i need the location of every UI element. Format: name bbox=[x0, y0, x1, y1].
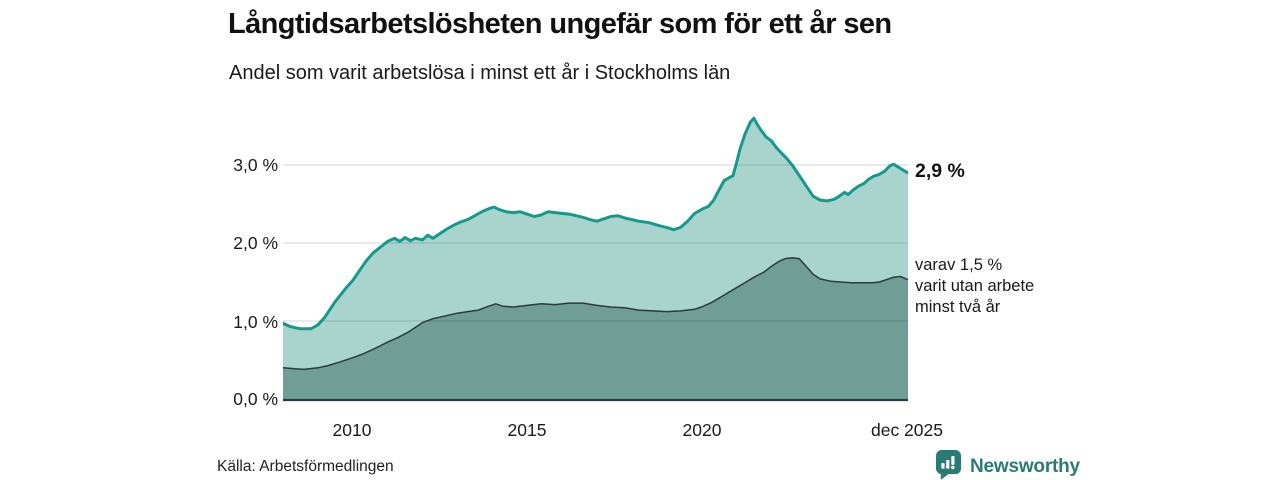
newsworthy-bar-chart-bubble-icon bbox=[935, 449, 962, 480]
newsworthy-wordmark: Newsworthy bbox=[970, 456, 1080, 477]
x-tick-2020: 2020 bbox=[682, 420, 722, 440]
two-year-label-line-1: varav 1,5 % bbox=[915, 256, 1003, 274]
newsworthy-logo[interactable]: Newsworthy bbox=[935, 449, 1080, 480]
y-tick-1: 1,0 % bbox=[233, 312, 278, 332]
source-caption: Källa: Arbetsförmedlingen bbox=[217, 458, 394, 475]
area-chart-canvas bbox=[283, 116, 908, 402]
x-tick-dec-2025: dec 2025 bbox=[870, 420, 943, 440]
chart-title: Långtidsarbetslösheten ungefär som för e… bbox=[228, 8, 892, 40]
plot-area bbox=[283, 115, 908, 405]
two-year-label-line-3: minst två år bbox=[915, 298, 1001, 316]
y-tick-3: 3,0 % bbox=[233, 155, 278, 175]
y-tick-2: 2,0 % bbox=[233, 233, 278, 253]
two-year-series-label: varav 1,5 % varit utan arbete minst två … bbox=[915, 255, 1034, 318]
chart-subtitle: Andel som varit arbetslösa i minst ett å… bbox=[229, 62, 731, 84]
unemployed-one-year-plus-line bbox=[283, 116, 908, 331]
total-end-value-label: 2,9 % bbox=[915, 160, 965, 182]
two-year-label-line-2: varit utan arbete bbox=[915, 277, 1035, 295]
unemployed-two-years-plus-area bbox=[283, 257, 908, 399]
y-tick-0: 0,0 % bbox=[233, 389, 278, 409]
unemployed-two-years-plus-line bbox=[283, 257, 908, 371]
x-tick-2010: 2010 bbox=[332, 420, 372, 440]
x-tick-2015: 2015 bbox=[507, 420, 547, 440]
